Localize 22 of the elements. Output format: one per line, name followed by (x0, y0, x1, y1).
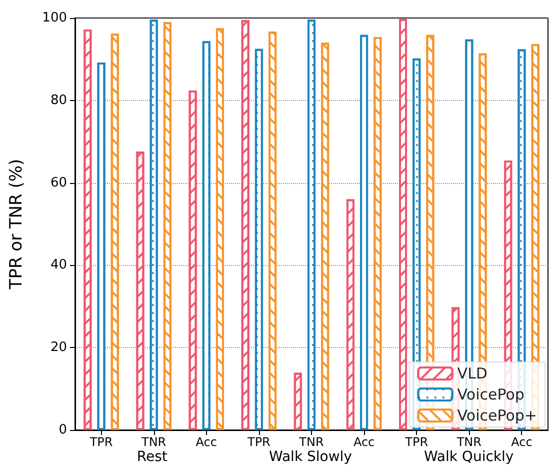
y-tick-label: 20 (50, 340, 67, 356)
x-tick-label: TPR (404, 435, 428, 449)
x-tick-label: TPR (88, 435, 113, 449)
x-tick-label: Acc (353, 435, 375, 449)
x-tick-label: TNR (298, 435, 324, 449)
y-axis-title: TPR or TNR (%) (6, 158, 26, 290)
y-tick-label: 0 (58, 422, 67, 438)
text: Walk Slowly (269, 449, 352, 465)
x-tick-label: Acc (511, 435, 532, 449)
x-tick-label: TPR (246, 435, 270, 449)
y-tick-label: 100 (42, 10, 67, 26)
text: Walk Quickly (424, 449, 514, 465)
legend-label: VLD (457, 364, 488, 382)
y-tick-label: 60 (50, 175, 67, 190)
y-tick-label: 80 (50, 92, 67, 108)
x-tick-label: TNR (456, 435, 482, 449)
text: Rest (136, 449, 168, 465)
legend-label: VoicePop+ (457, 406, 538, 424)
legend-label: VoicePop (457, 386, 524, 404)
x-tick-label: TNR (140, 435, 166, 449)
x-tick-label: Acc (196, 435, 217, 449)
y-tick-label: 40 (50, 258, 67, 273)
